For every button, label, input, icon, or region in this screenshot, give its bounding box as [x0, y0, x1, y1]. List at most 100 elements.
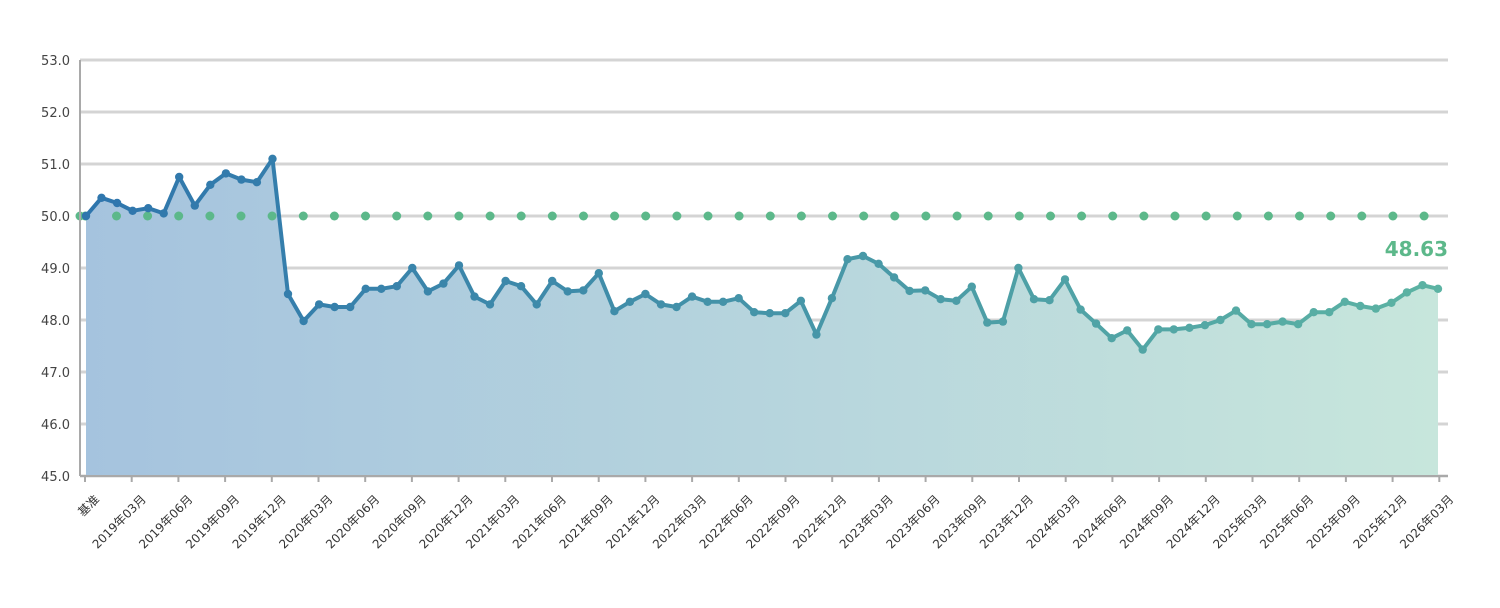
data-point: [1278, 317, 1287, 326]
data-point: [175, 172, 184, 182]
data-point: [1091, 319, 1101, 328]
y-tick-label: 50.0: [41, 210, 70, 225]
axes: [79, 60, 1448, 477]
area-shape: [86, 158, 1438, 477]
data-point: [1262, 320, 1272, 329]
data-point: [843, 255, 852, 264]
data-point: [610, 307, 619, 316]
data-point: [330, 302, 339, 312]
data-point: [237, 175, 246, 184]
data-point: [952, 296, 961, 305]
data-point: [159, 209, 168, 218]
reference-dot: [672, 211, 682, 221]
reference-dot: [641, 211, 651, 221]
y-tick-label: 46.0: [41, 418, 70, 433]
data-point: [1387, 298, 1396, 307]
reference-dot: [1357, 211, 1367, 221]
data-point: [548, 276, 557, 286]
data-point: [1185, 323, 1194, 332]
data-point: [1200, 321, 1210, 330]
reference-dot: [890, 211, 900, 221]
data-markers: [81, 154, 1443, 354]
data-point: [470, 292, 479, 301]
reference-dot: [361, 211, 370, 221]
reference-dot: [205, 211, 215, 221]
data-point: [796, 296, 806, 305]
data-point: [1169, 325, 1179, 334]
data-point: [97, 193, 106, 202]
data-point: [1014, 263, 1023, 273]
data-point: [1309, 308, 1318, 317]
area-fill: [86, 158, 1438, 477]
series-line: [84, 156, 1440, 352]
reference-dot: [1201, 211, 1211, 221]
y-axis-ticks: 45.0 46.0 47.0 48.0 49.0 50.0 51.0 52.0 53.0: [41, 54, 70, 485]
data-point: [827, 294, 837, 303]
x-tick-label: 基准: [75, 492, 102, 519]
data-point: [501, 276, 510, 286]
data-point: [765, 309, 774, 318]
data-point: [532, 300, 541, 309]
reference-dot: [859, 211, 869, 221]
y-tick-label: 47.0: [41, 366, 70, 381]
data-point: [454, 261, 464, 270]
data-point: [656, 300, 666, 309]
data-line: [84, 156, 1440, 352]
data-point: [1356, 301, 1365, 311]
data-point: [377, 284, 386, 293]
reference-dot: [983, 211, 993, 221]
data-point: [967, 282, 976, 291]
data-point: [1107, 334, 1116, 343]
data-point: [1216, 315, 1225, 325]
reference-dot: [1077, 211, 1087, 221]
x-axis-ticks: 基准2019年03月2019年06月2019年09月2019年12月2020年0…: [75, 476, 1456, 551]
y-tick-label: 53.0: [41, 54, 70, 69]
data-point: [905, 286, 914, 296]
reference-dot: [1419, 211, 1429, 221]
data-point: [439, 279, 448, 288]
data-point: [1371, 304, 1381, 313]
reference-dot: [392, 211, 402, 221]
data-point: [889, 273, 899, 282]
data-point: [190, 201, 199, 210]
data-point: [206, 180, 215, 189]
reference-dot: [112, 211, 121, 221]
data-point: [625, 297, 635, 306]
data-point: [423, 287, 433, 296]
data-point: [1231, 306, 1241, 315]
data-point: [703, 297, 712, 306]
data-point: [750, 308, 759, 317]
data-point: [734, 294, 743, 303]
data-point: [346, 302, 355, 312]
data-point: [594, 269, 603, 278]
data-point: [485, 300, 495, 309]
data-point: [641, 289, 650, 299]
data-point: [252, 178, 262, 187]
data-point: [516, 282, 526, 291]
data-point: [718, 297, 728, 306]
data-point: [392, 282, 401, 291]
data-point: [1418, 281, 1427, 290]
reference-dot: [734, 211, 744, 221]
reference-dot: [1046, 211, 1055, 221]
reference-dot: [1232, 211, 1242, 221]
reference-dot: [579, 211, 588, 221]
data-point: [1154, 325, 1163, 334]
data-point: [361, 284, 370, 293]
data-point: [1433, 284, 1443, 293]
y-tick-label: 49.0: [41, 262, 70, 277]
data-point: [1076, 305, 1085, 314]
reference-dot: [610, 211, 620, 221]
reference-dot: [1108, 211, 1118, 221]
data-point: [858, 251, 868, 261]
y-tick-label: 52.0: [41, 106, 70, 121]
data-point: [1045, 296, 1054, 305]
reference-dot: [423, 211, 433, 221]
reference-dot: [1139, 211, 1149, 221]
reference-dot: [143, 211, 153, 221]
reference-dot: [952, 211, 962, 221]
last-value-label: 48.63: [1385, 237, 1448, 261]
data-point: [874, 259, 883, 268]
